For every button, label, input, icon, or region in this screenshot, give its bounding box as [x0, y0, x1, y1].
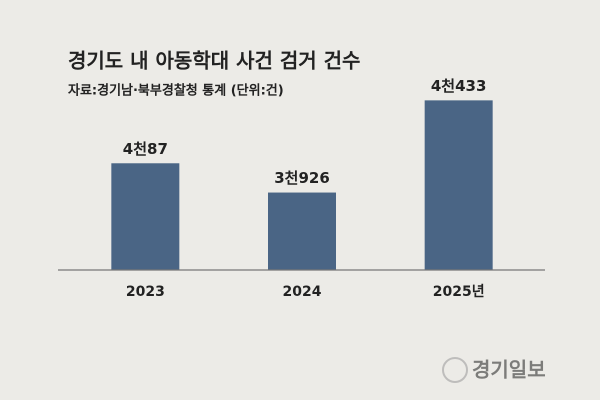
- logo-icon: [442, 357, 468, 383]
- x-tick-label: 2024: [283, 284, 322, 300]
- x-tick-label: 2023: [126, 284, 165, 300]
- bar: [424, 100, 493, 270]
- bar: [111, 163, 180, 270]
- value-label: 4천433: [431, 77, 487, 95]
- watermark: 경기일보: [472, 358, 546, 382]
- bar: [268, 192, 336, 270]
- value-label: 3천926: [274, 169, 330, 187]
- watermark-logo: 경기일보: [442, 357, 546, 383]
- chart-title: 경기도 내 아동학대 사건 검거 건수: [68, 49, 360, 73]
- chart-subtitle: 자료:경기남·북부경찰청 통계 (단위:건): [68, 83, 284, 99]
- x-tick-label: 2025년: [433, 284, 485, 300]
- value-label: 4천87: [123, 140, 168, 158]
